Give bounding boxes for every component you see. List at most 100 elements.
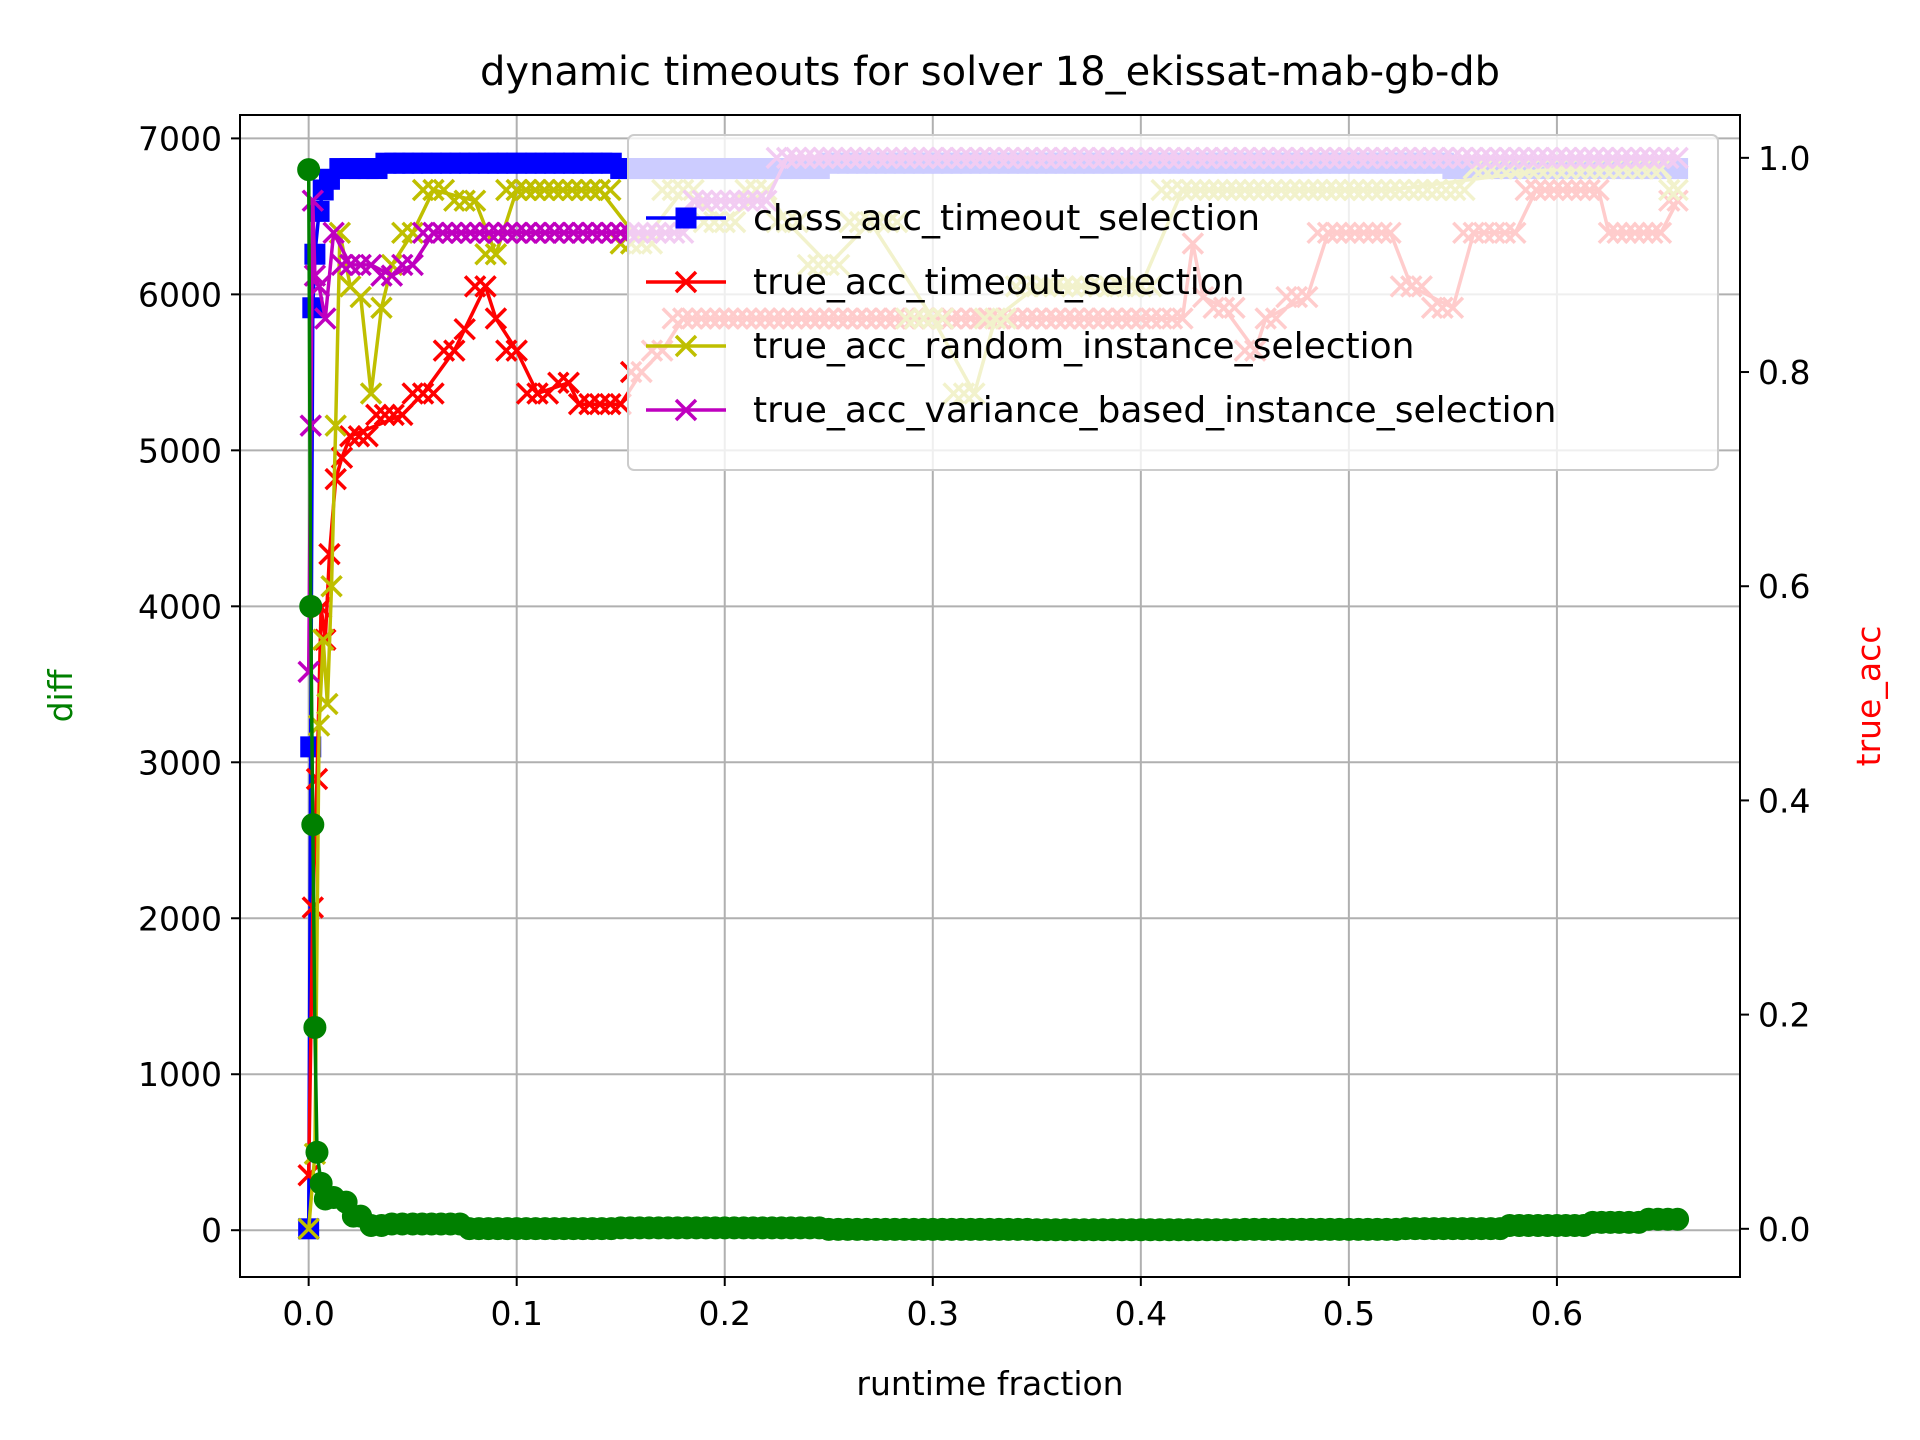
data-point	[496, 221, 519, 245]
legend-label: true_acc_timeout_selection	[753, 262, 1245, 303]
x-tick-label: 0.1	[490, 1294, 542, 1333]
y-left-tick-label: 2000	[138, 899, 222, 938]
data-point	[349, 285, 372, 309]
data-point	[307, 275, 331, 298]
data-point	[347, 425, 371, 448]
data-point	[391, 221, 414, 245]
legend-item: class_acc_timeout_selection	[646, 198, 1260, 239]
data-point	[571, 221, 595, 245]
data-point	[391, 403, 414, 427]
data-point	[674, 334, 698, 358]
y-left-tick-label: 4000	[138, 587, 222, 626]
y-right-tick-label: 0.4	[1758, 781, 1810, 820]
data-point	[401, 221, 424, 245]
data-point	[570, 178, 593, 202]
x-tick-label: 0.2	[699, 1294, 751, 1333]
data-point	[330, 253, 354, 277]
data-point	[486, 221, 510, 245]
data-point	[314, 307, 337, 330]
legend-label: true_acc_variance_based_instance_selecti…	[753, 390, 1557, 431]
data-point	[588, 392, 612, 416]
y-right-tick-label: 0.0	[1758, 1210, 1810, 1249]
data-point	[514, 221, 538, 245]
data-point	[453, 189, 476, 212]
chart-title: dynamic timeouts for solver 18_ekissat-m…	[480, 49, 1500, 95]
data-point	[311, 628, 335, 652]
data-point	[422, 178, 445, 202]
data-point	[551, 178, 575, 202]
legend-box	[627, 134, 1719, 471]
data-point	[552, 221, 576, 245]
data-point	[422, 382, 445, 405]
data-point	[411, 178, 435, 202]
legend-label: true_acc_random_instance_selection	[753, 326, 1414, 367]
data-point	[324, 414, 347, 437]
data-point	[431, 221, 454, 245]
plot-frame	[239, 114, 1741, 1278]
data-point	[320, 574, 343, 598]
y-left-tick-label: 0	[201, 1211, 222, 1250]
data-point	[339, 253, 362, 277]
data-point	[547, 371, 570, 394]
data-point	[373, 403, 397, 427]
data-point	[514, 178, 538, 202]
data-point	[542, 178, 565, 202]
data-point	[297, 1217, 320, 1241]
data-point	[1666, 1207, 1690, 1231]
data-point	[484, 307, 508, 330]
data-point	[675, 207, 697, 229]
x-axis-label: runtime fraction	[856, 1364, 1123, 1403]
data-point	[523, 178, 547, 202]
data-point	[463, 275, 487, 298]
data-point	[453, 317, 476, 341]
data-point	[562, 221, 585, 245]
data-point	[316, 692, 339, 716]
data-point	[533, 221, 557, 245]
data-point	[495, 339, 518, 362]
data-point	[440, 221, 464, 245]
data-point	[599, 392, 622, 416]
data-point	[495, 178, 518, 202]
data-point	[301, 813, 325, 837]
y-axis-right-label: true_acc	[1849, 626, 1888, 767]
data-point	[468, 221, 491, 245]
legend-item: true_acc_variance_based_instance_selecti…	[646, 390, 1557, 431]
legend-item: true_acc_random_instance_selection	[646, 326, 1414, 367]
data-point	[359, 382, 383, 405]
axes: 0.0 0.1 0.2 0.3 0.4 0.5 0.6 0 1000 2000 3000 4000 50…	[138, 119, 1810, 1333]
legend-item: true_acc_timeout_selection	[646, 262, 1245, 303]
y-left-tick-label: 1000	[138, 1055, 222, 1094]
data-point	[401, 253, 424, 277]
data-point	[382, 403, 405, 427]
y-right-tick-label: 1.0	[1758, 139, 1810, 178]
data-point	[533, 178, 556, 202]
data-point	[524, 221, 547, 245]
y-axis-left-label: diff	[41, 668, 80, 722]
data-point	[588, 178, 612, 202]
data-point	[349, 253, 372, 277]
data-point	[411, 382, 435, 405]
data-point	[515, 382, 539, 405]
data-point	[567, 392, 591, 416]
data-point	[505, 178, 528, 202]
data-point	[474, 242, 497, 266]
data-point	[391, 253, 414, 277]
data-point	[432, 339, 456, 362]
data-point	[370, 296, 393, 320]
data-point	[484, 242, 508, 266]
data-point	[365, 403, 388, 427]
data-point	[505, 221, 528, 245]
data-point	[443, 189, 466, 212]
legend: class_acc_timeout_selection true_acc_time…	[627, 134, 1719, 471]
y-left-tick-label: 3000	[138, 743, 222, 782]
data-point	[474, 275, 497, 298]
data-point	[526, 382, 549, 405]
data-point	[579, 178, 602, 202]
data-point	[297, 158, 321, 182]
data-point	[557, 371, 580, 394]
data-point	[599, 178, 622, 202]
series-diff	[297, 158, 1690, 1242]
y-right-tick-label: 0.2	[1758, 996, 1810, 1035]
x-tick-label: 0.0	[282, 1294, 334, 1333]
